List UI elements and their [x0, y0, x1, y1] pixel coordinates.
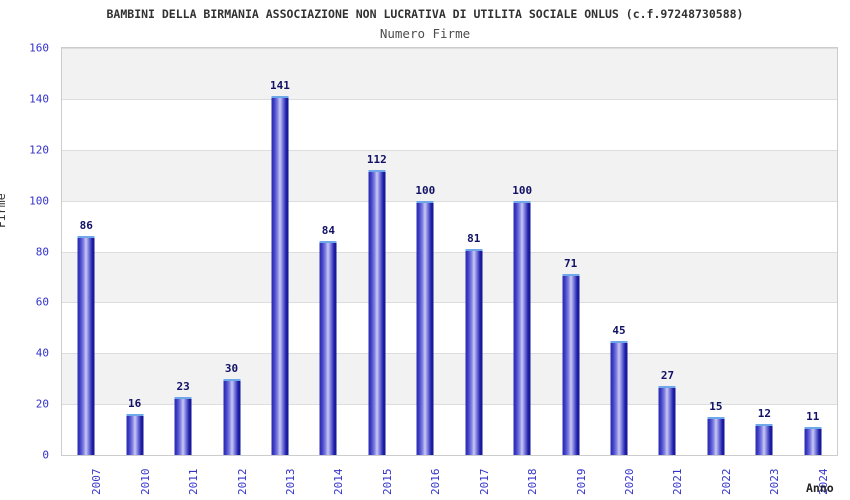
bar-value-label: 30: [224, 361, 239, 375]
x-tick-label: 2013: [283, 468, 297, 496]
x-tick-label: 2011: [187, 468, 201, 496]
bar-value-label: 15: [709, 399, 723, 413]
bar[interactable]: [416, 200, 434, 455]
bar[interactable]: [271, 96, 289, 455]
x-tick-label: 2015: [380, 468, 394, 496]
bar[interactable]: [562, 274, 580, 455]
x-tick-label: 2020: [623, 468, 637, 496]
gridline: [62, 150, 837, 151]
chart-title: BAMBINI DELLA BIRMANIA ASSOCIAZIONE NON …: [106, 7, 744, 21]
bar-slot: 141: [256, 48, 304, 455]
bar[interactable]: [319, 241, 337, 455]
bar[interactable]: [174, 396, 192, 455]
bar-value-label: 11: [806, 410, 820, 424]
x-tick-label: 2019: [574, 468, 588, 496]
background-band: [62, 251, 837, 303]
bar[interactable]: [658, 386, 676, 455]
y-tick-label: 0: [42, 448, 49, 462]
bar-slot: 23: [159, 48, 207, 455]
y-tick-label: 40: [35, 346, 49, 360]
x-tick-label: 2017: [477, 468, 491, 496]
background-band: [62, 149, 837, 201]
x-tick-label: 2022: [719, 468, 733, 496]
gridline: [62, 455, 837, 456]
x-tick-label: 2021: [671, 468, 685, 496]
bar[interactable]: [223, 378, 241, 455]
bar[interactable]: [465, 248, 483, 455]
gridline: [62, 48, 837, 49]
bar-value-label: 100: [415, 183, 436, 197]
bar-slot: 71: [546, 48, 594, 455]
gridline: [62, 353, 837, 354]
y-tick-label: 160: [29, 41, 49, 55]
x-tick-label: 2014: [332, 468, 346, 496]
chart-subtitle: Numero Firme: [379, 26, 471, 41]
gridline: [62, 302, 837, 303]
bar[interactable]: [707, 416, 725, 455]
y-tick-label: 20: [35, 397, 49, 411]
x-tick-label: 2023: [768, 468, 782, 496]
bar-slot: 16: [110, 48, 158, 455]
bar-slot: 15: [692, 48, 740, 455]
gridline: [62, 99, 837, 100]
bar[interactable]: [804, 427, 822, 455]
gridline: [62, 252, 837, 253]
bar-value-label: 86: [79, 219, 93, 233]
bar-value-label: 23: [176, 379, 190, 393]
bar-value-label: 141: [270, 79, 290, 93]
bar-slot: 81: [450, 48, 498, 455]
background-band: [62, 48, 837, 99]
x-axis-label: Anno: [806, 481, 834, 495]
y-axis-ticks: 0 20 40 60 80 100 120 140 160: [0, 42, 55, 462]
x-tick-label: 2012: [235, 468, 249, 496]
x-tick-label: 2016: [429, 468, 443, 496]
y-tick-label: 60: [35, 295, 49, 309]
gridline: [62, 404, 837, 405]
bar-slot: 27: [643, 48, 691, 455]
bar-value-label: 112: [366, 153, 387, 167]
y-tick-label: 140: [29, 92, 49, 106]
bar-value-label: 45: [612, 323, 626, 337]
background-band: [62, 353, 837, 405]
y-tick-label: 120: [29, 143, 49, 157]
bar[interactable]: [513, 200, 531, 455]
bar[interactable]: [77, 236, 95, 455]
bar-slot: 84: [304, 48, 352, 455]
y-tick-label: 80: [35, 245, 49, 258]
bar[interactable]: [126, 414, 144, 455]
bar-value-label: 16: [128, 397, 142, 411]
bar-slot: 86: [62, 48, 110, 455]
bar-value-label: 81: [467, 231, 481, 245]
bar-slot: 12: [740, 48, 788, 455]
bar-value-label: 100: [512, 183, 533, 197]
bar-slot: 112: [353, 48, 401, 455]
bar-slot: 100: [498, 48, 546, 455]
x-tick-label: 2010: [138, 468, 152, 496]
bar-value-label: 27: [660, 369, 675, 383]
bar-value-label: 12: [757, 407, 771, 421]
x-tick-label: 2007: [90, 468, 104, 496]
bar[interactable]: [755, 424, 773, 455]
bar[interactable]: [368, 170, 386, 455]
bar-slot: 45: [595, 48, 643, 455]
x-tick-label: 2018: [526, 468, 540, 496]
bar-slot: 11: [789, 48, 837, 455]
x-axis-ticks: 2007 2010 2011 2012 2013 2014 2015 2016 2017 2018…: [61, 459, 838, 500]
bar-slot: 30: [207, 48, 255, 455]
plot-area: 86 16 23 30 141 84 112 100 81 100 71 45 27 15 12 11: [61, 47, 838, 456]
bar-value-label: 84: [321, 224, 336, 238]
gridline: [62, 201, 837, 202]
bars-layer: 86 16 23 30 141 84 112 100 81 100 71 45 27 15 12 11: [62, 48, 837, 455]
bar-value-label: 71: [563, 257, 578, 271]
bar-slot: 100: [401, 48, 449, 455]
bar[interactable]: [610, 340, 628, 455]
y-tick-label: 100: [29, 194, 49, 208]
